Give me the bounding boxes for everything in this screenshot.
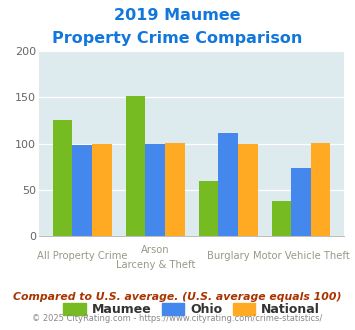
Bar bbox=[126, 95, 146, 236]
Text: Burglary: Burglary bbox=[207, 251, 250, 261]
Bar bbox=[291, 169, 311, 236]
Text: Arson: Arson bbox=[141, 245, 170, 255]
Bar bbox=[146, 144, 165, 236]
Bar bbox=[238, 144, 257, 236]
Text: Larceny & Theft: Larceny & Theft bbox=[115, 260, 195, 270]
Bar bbox=[311, 143, 331, 236]
Text: Compared to U.S. average. (U.S. average equals 100): Compared to U.S. average. (U.S. average … bbox=[13, 292, 342, 302]
Text: 2019 Maumee: 2019 Maumee bbox=[114, 8, 241, 23]
Bar bbox=[199, 181, 218, 236]
Text: All Property Crime: All Property Crime bbox=[37, 251, 127, 261]
Bar bbox=[272, 201, 291, 236]
Bar bbox=[218, 133, 238, 236]
Text: © 2025 CityRating.com - https://www.cityrating.com/crime-statistics/: © 2025 CityRating.com - https://www.city… bbox=[32, 314, 323, 323]
Legend: Maumee, Ohio, National: Maumee, Ohio, National bbox=[58, 298, 325, 321]
Bar bbox=[165, 143, 185, 236]
Bar bbox=[92, 144, 111, 236]
Bar bbox=[72, 146, 92, 236]
Bar bbox=[53, 120, 72, 236]
Text: Property Crime Comparison: Property Crime Comparison bbox=[52, 31, 303, 46]
Text: Motor Vehicle Theft: Motor Vehicle Theft bbox=[253, 251, 349, 261]
